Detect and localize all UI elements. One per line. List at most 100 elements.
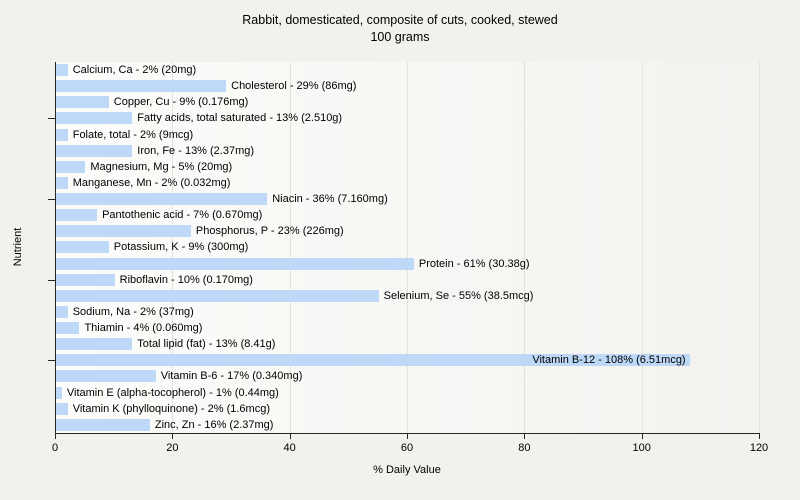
bar — [56, 160, 86, 173]
gridline-x-60 — [407, 62, 408, 433]
bar-label: Calcium, Ca - 2% (20mg) — [72, 64, 197, 76]
bar — [56, 386, 62, 399]
bar-label: Magnesium, Mg - 5% (20mg) — [90, 160, 233, 173]
x-axis-tick — [289, 434, 291, 439]
bar-row: Riboflavin - 10% (0.170mg) — [56, 272, 760, 288]
bar — [56, 354, 690, 367]
bar-label: Potassium, K - 9% (300mg) — [113, 241, 249, 254]
bar-row: Potassium, K - 9% (300mg) — [56, 239, 760, 255]
bar — [56, 273, 115, 286]
bar — [56, 128, 68, 141]
x-axis-tick-label: 80 — [518, 442, 531, 454]
bar-label: Manganese, Mn - 2% (0.032mg) — [72, 176, 231, 189]
bar — [56, 225, 191, 238]
y-axis-tick — [48, 199, 55, 201]
plot-area: Calcium, Ca - 2% (20mg) Cholesterol - 29%… — [55, 62, 760, 434]
bar-label: Cholesterol - 29% (86mg) — [231, 80, 357, 93]
bar-row: Pantothenic acid - 7% (0.670mg) — [56, 207, 760, 223]
bar-row: Fatty acids, total saturated - 13% (2.51… — [56, 110, 760, 126]
x-axis-tick-label: 20 — [166, 442, 179, 454]
bar-label: Folate, total - 2% (9mcg) — [72, 128, 194, 141]
bar-label: Pantothenic acid - 7% (0.670mg) — [102, 209, 263, 222]
x-axis-tick — [641, 434, 643, 439]
x-axis-tick-label: 100 — [632, 442, 651, 454]
bar-row: Vitamin B-6 - 17% (0.340mg) — [56, 368, 760, 384]
bar — [56, 241, 109, 254]
bar-label: Selenium, Se - 55% (38.5mcg) — [383, 289, 534, 302]
gridline-x-80 — [524, 62, 526, 433]
bar-row: Sodium, Na - 2% (37mg) — [56, 304, 760, 320]
bar — [56, 96, 109, 109]
chart-title-line1: Rabbit, domesticated, composite of cuts,… — [242, 13, 558, 27]
bar-label: Fatty acids, total saturated - 13% (2.51… — [137, 112, 343, 125]
bar-row: Total lipid (fat) - 13% (8.41g) — [56, 336, 760, 352]
x-axis-tick-label: 120 — [749, 442, 769, 454]
bar — [56, 144, 133, 157]
y-axis-tick — [48, 118, 55, 120]
chart-title-line2: 100 grams — [370, 30, 430, 44]
bar-label: Vitamin E (alpha-tocopherol) - 1% (0.44m… — [66, 386, 279, 399]
bar — [56, 322, 80, 335]
bar-row: Vitamin B-12 - 108% (6.51mcg) — [56, 352, 760, 368]
bar-label: Zinc, Zn - 16% (2.37mg) — [154, 418, 274, 431]
y-axis-tick — [48, 360, 55, 362]
bar-row: Calcium, Ca - 2% (20mg) — [56, 62, 760, 78]
bar-row: Copper, Cu - 9% (0.176mg) — [56, 94, 760, 110]
bar-label: Vitamin K (phylloquinone) - 2% (1.6mcg) — [72, 402, 270, 415]
bar-row: Protein - 61% (30.38g) — [56, 256, 760, 272]
x-axis-tick-label: 60 — [400, 442, 414, 454]
bar — [56, 209, 98, 222]
bar-row: Iron, Fe - 13% (2.37mg) — [56, 143, 760, 159]
bar — [56, 418, 150, 431]
x-axis-tick — [172, 434, 174, 439]
bar — [56, 402, 68, 415]
bar-row: Niacin - 36% (7.160mg) — [56, 191, 760, 207]
x-axis-tick — [55, 434, 56, 439]
chart-title: Rabbit, domesticated, composite of cuts,… — [0, 12, 800, 46]
bar-row: Thiamin - 4% (0.060mg) — [56, 320, 760, 336]
bar — [56, 370, 156, 383]
bar-label: Vitamin B-6 - 17% (0.340mg) — [160, 370, 303, 383]
x-axis-tick — [524, 434, 526, 439]
bar-row: Magnesium, Mg - 5% (20mg) — [56, 159, 760, 175]
bar-label: Iron, Fe - 13% (2.37mg) — [137, 144, 255, 157]
gridline-x-20 — [172, 62, 174, 433]
bar-label: Vitamin B-12 - 108% (6.51mcg) — [532, 354, 686, 367]
bar-label: Riboflavin - 10% (0.170mg) — [119, 273, 253, 286]
x-axis-tick — [407, 434, 408, 439]
bar — [56, 176, 68, 189]
bar — [56, 257, 414, 270]
gridline-x-40 — [289, 62, 291, 433]
bar — [56, 305, 68, 318]
bar-label: Phosphorus, P - 23% (226mg) — [195, 225, 344, 238]
gridline-x-120 — [759, 62, 760, 433]
bar-row: Phosphorus, P - 23% (226mg) — [56, 223, 760, 239]
y-axis-label: Nutrient — [12, 227, 24, 267]
bar — [56, 193, 268, 206]
bar-row: Folate, total - 2% (9mcg) — [56, 127, 760, 143]
bar-label: Thiamin - 4% (0.060mg) — [84, 322, 203, 335]
bar — [56, 80, 227, 93]
bar-row: Vitamin E (alpha-tocopherol) - 1% (0.44m… — [56, 385, 760, 401]
x-axis-tick-label: 0 — [51, 442, 59, 454]
x-axis-label: % Daily Value — [373, 464, 441, 476]
bar-label: Copper, Cu - 9% (0.176mg) — [113, 96, 249, 109]
bar-label: Sodium, Na - 2% (37mg) — [72, 305, 194, 318]
x-axis-tick — [759, 434, 760, 439]
bar-label: Total lipid (fat) - 13% (8.41g) — [137, 338, 276, 351]
gridline-x-100 — [641, 62, 643, 433]
bar-row: Vitamin K (phylloquinone) - 2% (1.6mcg) — [56, 401, 760, 417]
bar-label: Protein - 61% (30.38g) — [418, 257, 530, 270]
bar — [56, 64, 68, 76]
bar — [56, 112, 133, 125]
y-axis-tick — [48, 279, 55, 281]
bar-row: Zinc, Zn - 16% (2.37mg) — [56, 417, 760, 433]
bar-row: Cholesterol - 29% (86mg) — [56, 78, 760, 94]
bar — [56, 289, 379, 302]
bar-row: Selenium, Se - 55% (38.5mcg) — [56, 288, 760, 304]
x-axis-tick-label: 40 — [283, 442, 296, 454]
bar-label: Niacin - 36% (7.160mg) — [272, 193, 388, 206]
bar-row: Manganese, Mn - 2% (0.032mg) — [56, 175, 760, 191]
bar — [56, 338, 133, 351]
